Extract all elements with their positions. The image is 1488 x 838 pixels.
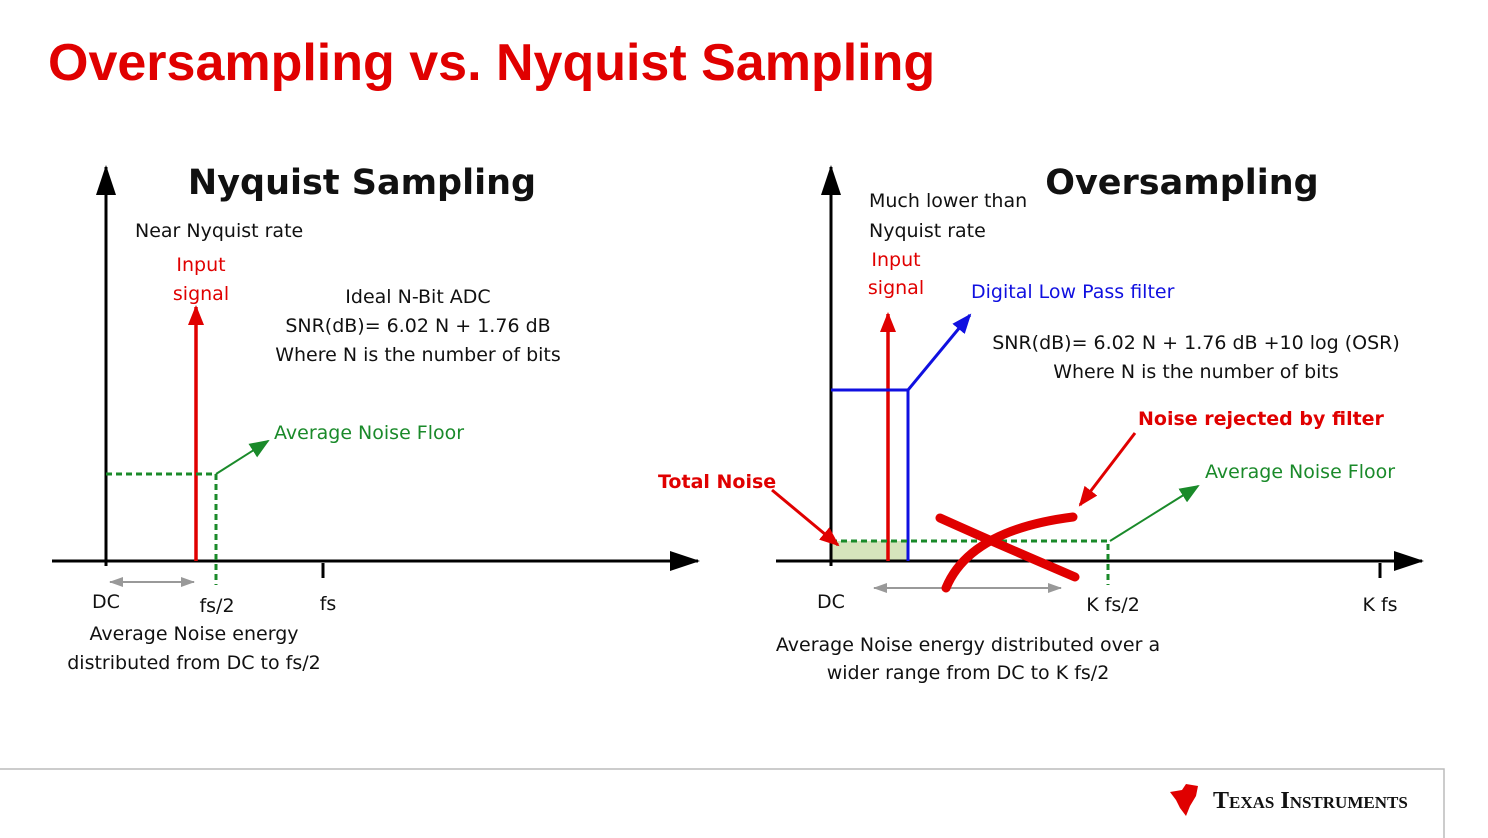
pointer-arrow xyxy=(215,439,270,475)
noise-floor-label: Average Noise Floor xyxy=(1205,461,1395,483)
pointer-arrow xyxy=(1109,484,1200,542)
axis-label: fs/2 xyxy=(199,595,234,617)
caption: distributed from DC to fs/2 xyxy=(67,652,321,674)
signal-label: Input xyxy=(871,249,920,271)
caption: wider range from DC to K fs/2 xyxy=(827,662,1110,684)
filter-arrow xyxy=(906,313,972,391)
snr-text: Where N is the number of bits xyxy=(1053,361,1339,383)
signal-label: Input xyxy=(176,254,225,276)
note: Nyquist rate xyxy=(869,220,986,242)
total-noise-area xyxy=(831,541,908,561)
adc-text: Where N is the number of bits xyxy=(275,344,561,366)
reject-mark xyxy=(941,512,1078,593)
signal-label: signal xyxy=(868,277,924,299)
filter-shape xyxy=(831,388,910,561)
axis-label: K fs/2 xyxy=(1086,594,1140,616)
nyquist-diagram: Nyquist Sampling Near Nyquist rate Input… xyxy=(52,163,700,674)
diagram-title: Oversampling xyxy=(1045,163,1319,203)
axis-label: K fs xyxy=(1362,594,1397,616)
logo-icon xyxy=(1170,784,1198,816)
total-noise-label: Total Noise xyxy=(658,471,776,493)
noise-floor-label: Average Noise Floor xyxy=(274,422,464,444)
rejected-label: Noise rejected by filter xyxy=(1138,408,1385,430)
oversampling-diagram: Oversampling Much lower than Nyquist rat… xyxy=(658,163,1424,684)
noise-floor xyxy=(831,539,1110,585)
pointer-arrow xyxy=(1078,432,1137,507)
slide-title: Oversampling vs. Nyquist Sampling xyxy=(48,34,935,92)
logo-text: Texas Instruments xyxy=(1213,788,1408,814)
adc-text: Ideal N-Bit ADC xyxy=(345,286,490,308)
snr-text: SNR(dB)= 6.02 N + 1.76 dB +10 log (OSR) xyxy=(992,332,1400,354)
reject-mark xyxy=(935,513,1080,582)
noise-floor xyxy=(106,472,218,585)
caption: Average Noise energy xyxy=(89,623,298,645)
signal-label: signal xyxy=(173,283,229,305)
diagram-title: Nyquist Sampling xyxy=(188,163,536,203)
filter-label: Digital Low Pass filter xyxy=(971,281,1175,303)
note: Near Nyquist rate xyxy=(135,220,303,242)
axis-label: fs xyxy=(320,593,337,615)
axis-label: DC xyxy=(92,591,120,613)
footer: Texas Instruments xyxy=(0,768,1445,838)
note: Much lower than xyxy=(869,190,1027,212)
caption: Average Noise energy distributed over a xyxy=(776,634,1160,656)
adc-text: SNR(dB)= 6.02 N + 1.76 dB xyxy=(285,315,550,337)
pointer-arrow xyxy=(771,488,840,547)
footer-border xyxy=(0,768,1445,838)
axis-label: DC xyxy=(817,591,845,613)
